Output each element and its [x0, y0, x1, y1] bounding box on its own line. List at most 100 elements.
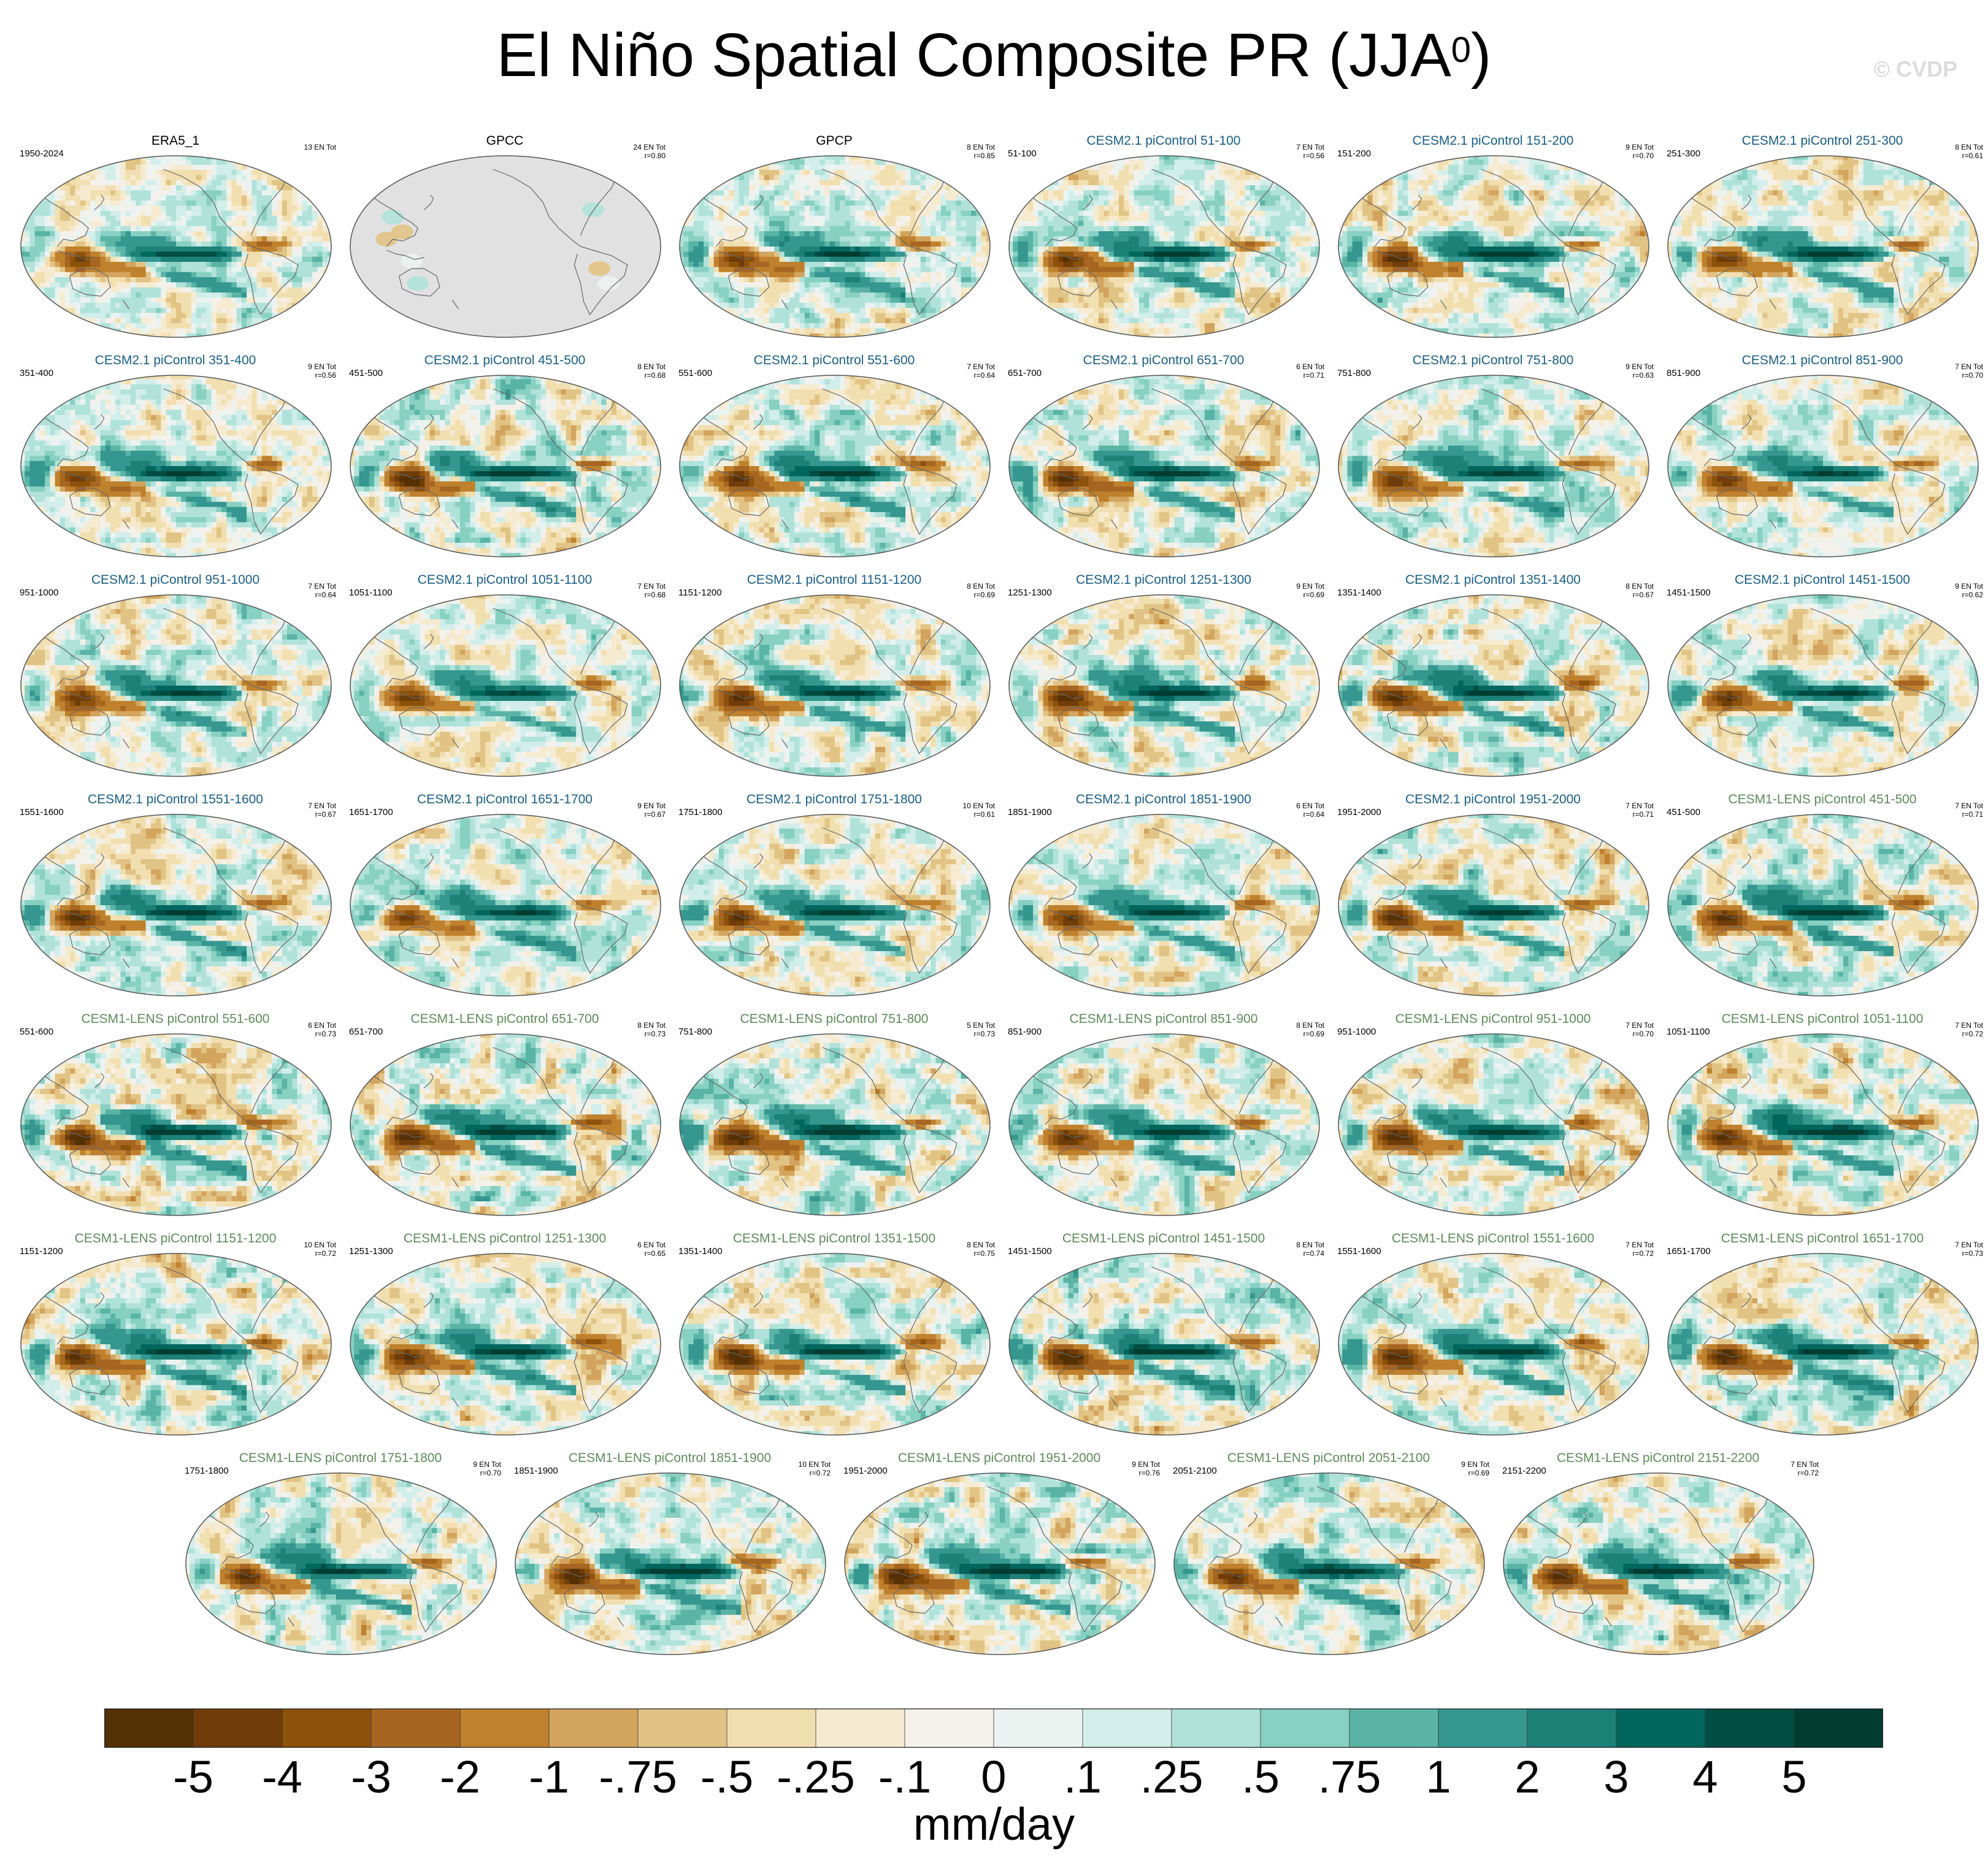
field-cell — [171, 272, 177, 278]
field-cell — [176, 282, 182, 288]
field-cell — [50, 159, 55, 165]
field-cell — [900, 180, 906, 186]
field-cell — [1013, 175, 1018, 180]
field-cell — [323, 242, 328, 247]
field-cell — [75, 205, 80, 211]
field-cell — [201, 288, 207, 293]
field-cell — [85, 175, 91, 180]
field-cell — [242, 308, 247, 313]
field-cell — [1225, 165, 1230, 170]
field-cell — [845, 267, 850, 272]
field-cell — [161, 201, 166, 206]
field-cell — [850, 257, 856, 262]
field-cell — [885, 257, 891, 262]
field-cell — [890, 251, 896, 257]
field-cell — [719, 262, 724, 267]
field-cell — [146, 272, 152, 278]
field-cell — [744, 236, 750, 242]
field-cell — [20, 216, 25, 221]
field-cell — [961, 318, 967, 324]
field-cell — [1038, 155, 1043, 160]
field-cell — [1280, 165, 1286, 170]
field-cell — [769, 251, 775, 257]
field-cell — [749, 267, 754, 272]
field-cell — [704, 288, 709, 293]
field-cell — [931, 165, 936, 170]
field-cell — [323, 175, 328, 180]
field-cell — [251, 308, 257, 313]
field-cell — [55, 236, 61, 242]
field-cell — [95, 277, 101, 283]
field-cell — [890, 190, 896, 196]
field-cell — [880, 236, 886, 242]
field-cell — [80, 211, 86, 216]
field-cell — [865, 205, 870, 211]
field-cell — [1316, 155, 1321, 160]
field-cell — [845, 318, 850, 324]
field-cell — [966, 170, 972, 175]
field-cell — [217, 170, 222, 175]
field-cell — [267, 293, 272, 298]
field-cell — [921, 251, 926, 257]
field-cell — [870, 231, 876, 237]
field-cell — [257, 277, 263, 283]
field-cell — [201, 313, 207, 318]
field-cell — [880, 334, 886, 339]
field-cell — [1043, 155, 1049, 160]
field-cell — [896, 180, 901, 186]
field-cell — [110, 165, 116, 170]
field-cell — [734, 297, 739, 303]
field-cell — [830, 297, 835, 303]
field-cell — [683, 196, 689, 201]
field-cell — [865, 277, 870, 283]
field-cell — [699, 231, 704, 237]
field-cell — [231, 201, 237, 206]
field-cell — [1028, 165, 1034, 170]
field-cell — [171, 328, 177, 334]
field-cell — [789, 247, 795, 252]
field-cell — [971, 267, 977, 272]
field-cell — [785, 293, 790, 298]
field-cell — [714, 231, 720, 237]
field-cell — [734, 247, 739, 252]
field-cell — [29, 328, 35, 334]
field-cell — [840, 190, 845, 196]
field-cell — [50, 257, 55, 262]
field-cell — [799, 190, 805, 196]
field-cell — [307, 226, 313, 232]
field-cell — [683, 277, 689, 283]
field-cell — [900, 175, 906, 180]
field-cell — [75, 303, 80, 308]
field-cell — [875, 262, 881, 267]
field-cell — [323, 313, 328, 318]
field-cell — [237, 334, 242, 339]
field-cell — [699, 313, 704, 318]
field-cell — [941, 190, 946, 196]
field-cell — [151, 221, 156, 226]
field-cell — [312, 231, 318, 237]
field-cell — [880, 251, 886, 257]
field-cell — [80, 190, 86, 196]
field-cell — [719, 297, 724, 303]
field-cell — [699, 201, 704, 206]
field-cell — [855, 159, 861, 165]
field-cell — [708, 170, 714, 175]
field-cell — [161, 313, 166, 318]
field-cell — [55, 277, 61, 283]
field-cell — [916, 288, 921, 293]
field-cell — [754, 334, 759, 339]
field-cell — [1285, 180, 1291, 186]
field-cell — [769, 196, 775, 201]
field-cell — [769, 155, 775, 160]
field-cell — [20, 318, 25, 324]
field-cell — [1124, 170, 1129, 175]
field-cell — [186, 267, 191, 272]
field-cell — [212, 211, 217, 216]
field-cell — [724, 297, 729, 303]
field-cell — [875, 277, 881, 283]
field-cell — [815, 293, 820, 298]
field-cell — [196, 282, 202, 288]
field-cell — [106, 236, 111, 242]
field-cell — [50, 175, 55, 180]
field-cell — [971, 262, 977, 267]
